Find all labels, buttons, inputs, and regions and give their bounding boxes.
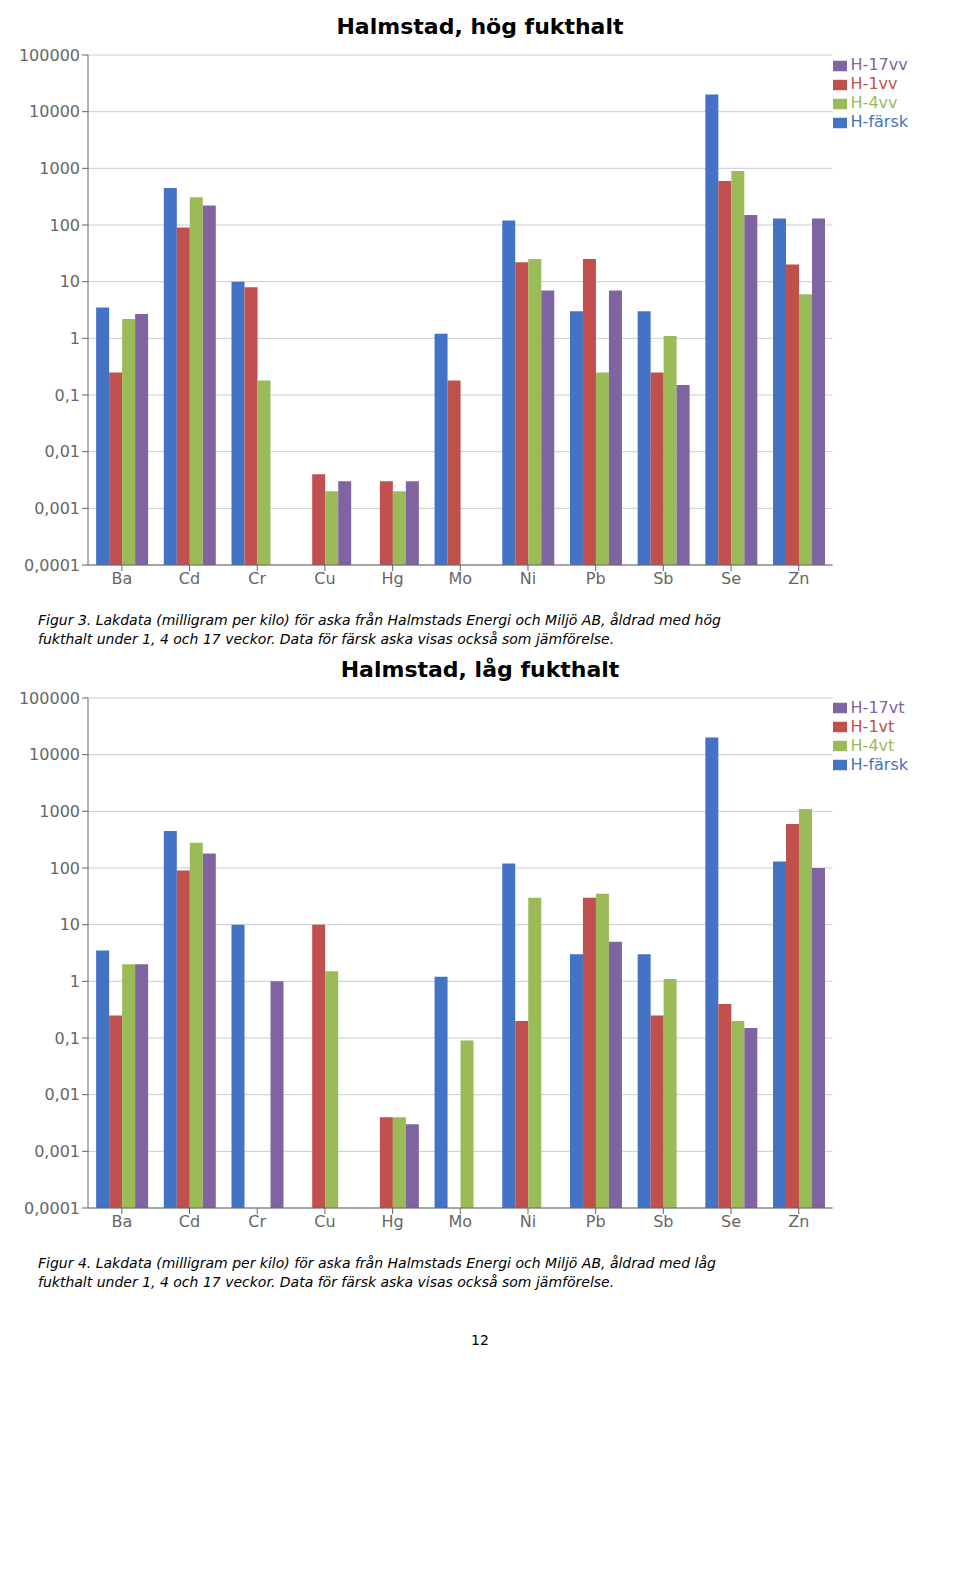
svg-text:Ba: Ba — [111, 1212, 132, 1231]
html-text:H-1vt: H-1vt — [850, 716, 895, 736]
svg-text:0,0001: 0,0001 — [24, 556, 80, 575]
svg-text:Ba: Ba — [111, 569, 132, 588]
svg-text:1: 1 — [70, 972, 80, 991]
svg-text:Se: Se — [721, 1212, 741, 1231]
svg-text:Hg: Hg — [382, 569, 404, 588]
svg-text:0,0001: 0,0001 — [24, 1198, 80, 1217]
svg-text:Mo: Mo — [448, 569, 472, 588]
svg-text:100000: 100000 — [19, 688, 80, 707]
html-text:12: 12 — [471, 1331, 489, 1348]
html-text:H-färsk: H-färsk — [850, 754, 908, 774]
html-text:H-4vv: H-4vv — [850, 93, 898, 112]
svg-text:1000: 1000 — [39, 802, 80, 821]
svg-text:Zn: Zn — [788, 569, 809, 588]
svg-text:1000: 1000 — [39, 159, 80, 178]
svg-text:Cr: Cr — [248, 569, 266, 588]
svg-text:Hg: Hg — [382, 1212, 404, 1231]
svg-text:0,1: 0,1 — [55, 1028, 80, 1047]
svg-text:Sb: Sb — [653, 1212, 673, 1231]
html-text:Figur 4. Lakdata (milligram pe: Figur 4. Lakdata (milligram per kilo) fö… — [38, 1254, 716, 1290]
svg-text:Cd: Cd — [179, 1212, 200, 1231]
svg-text:1: 1 — [70, 329, 80, 348]
svg-text:0,01: 0,01 — [44, 442, 80, 461]
svg-text:100: 100 — [49, 858, 80, 877]
svg-text:0,01: 0,01 — [44, 1085, 80, 1104]
svg-text:Ni: Ni — [520, 569, 536, 588]
svg-text:Sb: Sb — [653, 569, 673, 588]
html-text:Halmstad, hög fukthalt: Halmstad, hög fukthalt — [336, 14, 624, 39]
svg-text:Ni: Ni — [520, 1212, 536, 1231]
svg-text:0,001: 0,001 — [34, 1142, 80, 1161]
html-text:H-4vt: H-4vt — [850, 735, 895, 755]
html-text:Figur 3. Lakdata (milligram pe: Figur 3. Lakdata (milligram per kilo) fö… — [38, 612, 721, 647]
html-text:Halmstad, låg fukthalt: Halmstad, låg fukthalt — [340, 656, 620, 682]
svg-text:100000: 100000 — [19, 46, 80, 65]
svg-text:10: 10 — [60, 915, 80, 934]
svg-text:10: 10 — [60, 272, 80, 291]
html-text:H-1vv: H-1vv — [850, 74, 898, 93]
svg-text:0,1: 0,1 — [55, 386, 80, 405]
svg-text:Mo: Mo — [448, 1212, 472, 1231]
svg-text:Zn: Zn — [788, 1212, 809, 1231]
svg-text:Cr: Cr — [248, 1212, 266, 1231]
html-text:H-17vv: H-17vv — [850, 55, 908, 74]
svg-text:Cu: Cu — [314, 1212, 335, 1231]
svg-text:10000: 10000 — [29, 745, 80, 764]
svg-text:Cu: Cu — [314, 569, 335, 588]
svg-text:Pb: Pb — [586, 1212, 606, 1231]
svg-text:100: 100 — [49, 216, 80, 235]
svg-text:0,001: 0,001 — [34, 499, 80, 518]
html-text:H-färsk: H-färsk — [850, 112, 908, 131]
svg-text:Cd: Cd — [179, 569, 200, 588]
svg-text:10000: 10000 — [29, 102, 80, 121]
html-text:H-17vt: H-17vt — [850, 697, 905, 717]
svg-text:Pb: Pb — [586, 569, 606, 588]
svg-text:Se: Se — [721, 569, 741, 588]
